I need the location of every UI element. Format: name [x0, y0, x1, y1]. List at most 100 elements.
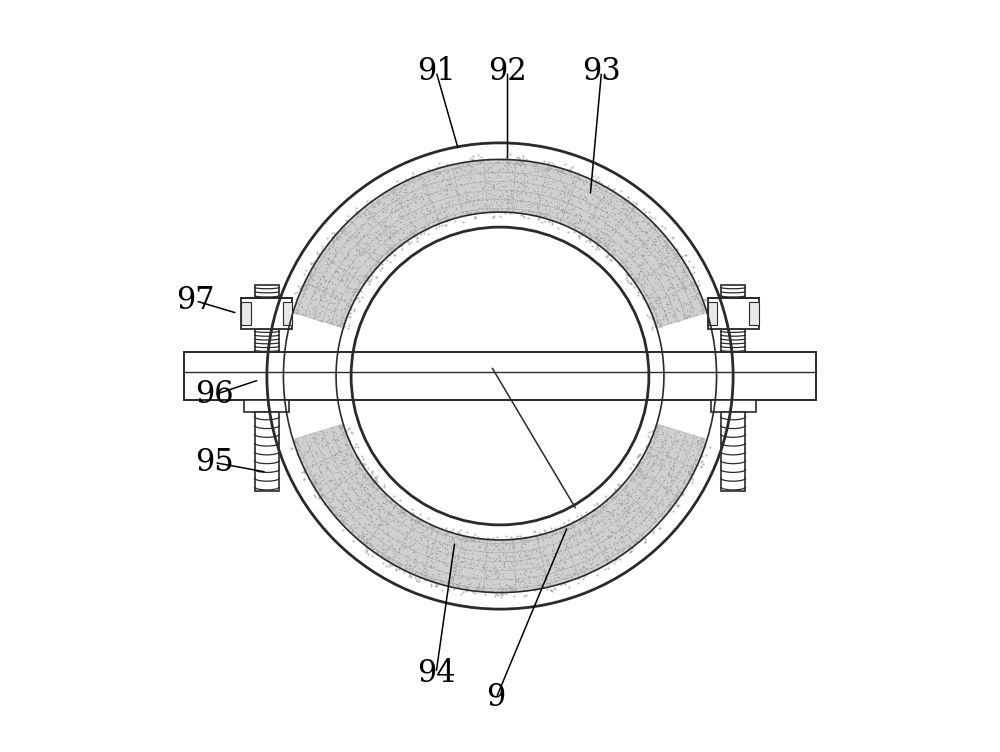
- Point: [645, 220, 661, 232]
- Point: [482, 535, 498, 547]
- Point: [535, 569, 551, 581]
- Point: [467, 212, 483, 224]
- Point: [684, 268, 700, 280]
- Point: [340, 483, 356, 495]
- Point: [622, 529, 638, 541]
- Point: [629, 532, 645, 544]
- Point: [355, 217, 371, 229]
- Point: [299, 281, 315, 293]
- Point: [663, 474, 679, 486]
- Point: [485, 178, 501, 190]
- Point: [314, 432, 330, 444]
- Point: [458, 207, 474, 219]
- Point: [630, 259, 646, 271]
- Point: [447, 209, 463, 221]
- Point: [414, 556, 430, 569]
- Point: [537, 162, 553, 174]
- Point: [662, 281, 678, 293]
- Point: [653, 460, 669, 472]
- Point: [530, 213, 546, 225]
- Point: [557, 556, 573, 568]
- Point: [647, 221, 663, 233]
- Point: [611, 494, 627, 506]
- Point: [308, 281, 324, 293]
- Point: [640, 217, 656, 229]
- Point: [607, 526, 623, 538]
- Point: [344, 286, 360, 298]
- Point: [655, 426, 671, 438]
- Point: [439, 174, 455, 186]
- Point: [618, 261, 634, 273]
- Point: [682, 296, 698, 308]
- Point: [323, 304, 339, 316]
- Point: [640, 234, 656, 246]
- Point: [420, 550, 436, 562]
- Point: [608, 497, 624, 509]
- Point: [518, 549, 534, 561]
- Point: [605, 235, 621, 247]
- Point: [541, 156, 557, 168]
- Point: [389, 505, 405, 517]
- Point: [601, 238, 617, 250]
- Point: [298, 292, 314, 304]
- Point: [312, 476, 328, 488]
- Point: [604, 525, 620, 537]
- Point: [391, 556, 407, 568]
- Point: [582, 565, 598, 577]
- Point: [540, 165, 556, 177]
- Point: [290, 307, 306, 319]
- Point: [682, 308, 698, 320]
- Point: [603, 530, 619, 542]
- Point: [315, 284, 331, 296]
- Point: [332, 422, 348, 434]
- Point: [504, 583, 520, 595]
- Point: [627, 534, 643, 546]
- Point: [473, 583, 489, 595]
- Point: [579, 547, 595, 559]
- Point: [562, 165, 578, 177]
- Point: [377, 546, 393, 558]
- Point: [402, 220, 418, 232]
- Point: [645, 525, 661, 537]
- Point: [646, 233, 662, 245]
- Point: [659, 314, 675, 326]
- Point: [439, 539, 455, 551]
- Point: [299, 444, 315, 456]
- Point: [633, 284, 649, 296]
- Point: [419, 541, 435, 553]
- Point: [345, 283, 361, 295]
- Point: [320, 310, 336, 322]
- Point: [587, 201, 603, 213]
- Point: [585, 563, 601, 575]
- Point: [364, 515, 380, 527]
- Point: [302, 435, 318, 447]
- Point: [402, 229, 418, 241]
- Point: [387, 499, 403, 511]
- Point: [319, 456, 335, 468]
- Point: [647, 243, 663, 255]
- Point: [470, 532, 486, 544]
- Point: [446, 163, 462, 175]
- Point: [560, 519, 576, 531]
- Point: [395, 226, 411, 238]
- Point: [567, 208, 583, 220]
- Point: [659, 429, 675, 441]
- Point: [630, 502, 646, 514]
- Point: [631, 229, 647, 241]
- Point: [657, 305, 673, 317]
- Point: [304, 475, 320, 487]
- Point: [453, 200, 469, 212]
- Point: [320, 243, 336, 255]
- Point: [617, 511, 633, 523]
- Point: [350, 529, 366, 541]
- Point: [505, 540, 521, 552]
- Point: [476, 561, 492, 573]
- Point: [406, 522, 422, 534]
- Point: [636, 488, 652, 500]
- Point: [476, 545, 492, 557]
- Point: [375, 503, 391, 515]
- Point: [348, 243, 364, 255]
- Point: [466, 198, 482, 210]
- Point: [332, 262, 348, 274]
- Point: [357, 238, 373, 250]
